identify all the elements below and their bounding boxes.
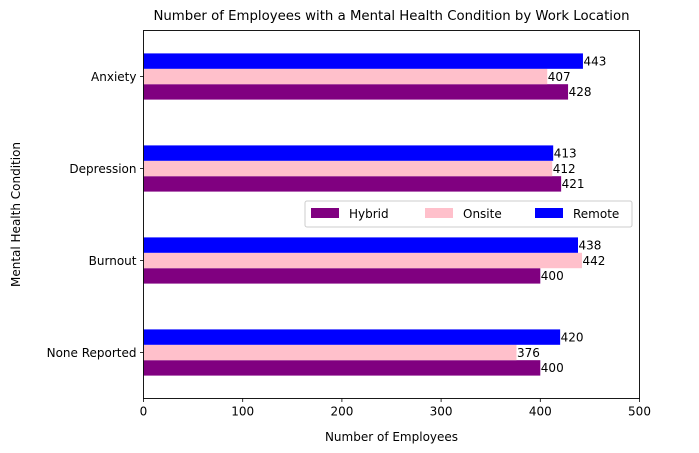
x-tick-label-300: 300 <box>430 405 453 419</box>
data-label-none-reported-hybrid: 400 <box>541 361 564 375</box>
bar-depression-onsite <box>143 160 553 177</box>
data-label-burnout-remote: 438 <box>578 238 601 252</box>
bar-burnout-onsite <box>143 252 582 269</box>
bar-none-reported-remote <box>143 329 561 345</box>
bar-burnout-hybrid <box>143 268 541 284</box>
x-tick-label-0: 0 <box>140 405 148 419</box>
data-label-none-reported-onsite: 376 <box>517 346 540 360</box>
data-label-anxiety-onsite: 407 <box>548 70 571 84</box>
legend-swatch-onsite <box>425 208 453 218</box>
x-tick-label-400: 400 <box>529 405 552 419</box>
data-label-none-reported-remote: 420 <box>561 330 584 344</box>
data-label-burnout-hybrid: 400 <box>541 269 564 283</box>
data-label-burnout-onsite: 442 <box>582 254 605 268</box>
y-tick-label-none-reported: None Reported <box>47 346 137 360</box>
legend-label-onsite: Onsite <box>463 207 502 221</box>
plot-frame <box>143 30 640 399</box>
data-label-anxiety-remote: 443 <box>583 54 606 68</box>
legend: Hybrid Onsite Remote <box>304 200 633 228</box>
legend-label-remote: Remote <box>573 207 619 221</box>
y-axis-ticks: Anxiety Depression Burnout None Reported <box>47 70 144 360</box>
bar-anxiety-onsite <box>143 68 548 85</box>
y-axis-label: Mental Health Condition <box>9 142 23 287</box>
x-axis-label: Number of Employees <box>325 430 458 444</box>
bar-anxiety-hybrid <box>143 84 569 100</box>
x-axis-ticks: 0 100 200 300 400 500 <box>140 398 651 419</box>
legend-swatch-remote <box>535 208 563 218</box>
y-tick-label-depression: Depression <box>69 162 136 176</box>
y-tick-label-anxiety: Anxiety <box>91 70 136 84</box>
bar-depression-remote <box>143 145 554 161</box>
legend-swatch-hybrid <box>311 208 339 218</box>
bar-depression-hybrid <box>143 176 562 192</box>
data-label-anxiety-hybrid: 428 <box>569 85 592 99</box>
x-tick-label-100: 100 <box>231 405 254 419</box>
x-tick-label-200: 200 <box>330 405 353 419</box>
bar-burnout-remote <box>143 237 578 253</box>
data-label-depression-remote: 413 <box>554 146 577 160</box>
data-label-depression-hybrid: 421 <box>562 177 585 191</box>
chart-title: Number of Employees with a Mental Health… <box>153 9 629 24</box>
bar-none-reported-onsite <box>143 344 517 361</box>
bar-anxiety-remote <box>143 53 583 69</box>
bars-group <box>143 53 583 376</box>
legend-frame <box>304 200 633 228</box>
bar-none-reported-hybrid <box>143 360 541 376</box>
x-tick-label-500: 500 <box>628 405 651 419</box>
legend-label-hybrid: Hybrid <box>349 207 389 221</box>
data-label-depression-onsite: 412 <box>553 162 576 176</box>
y-tick-label-burnout: Burnout <box>89 254 137 268</box>
